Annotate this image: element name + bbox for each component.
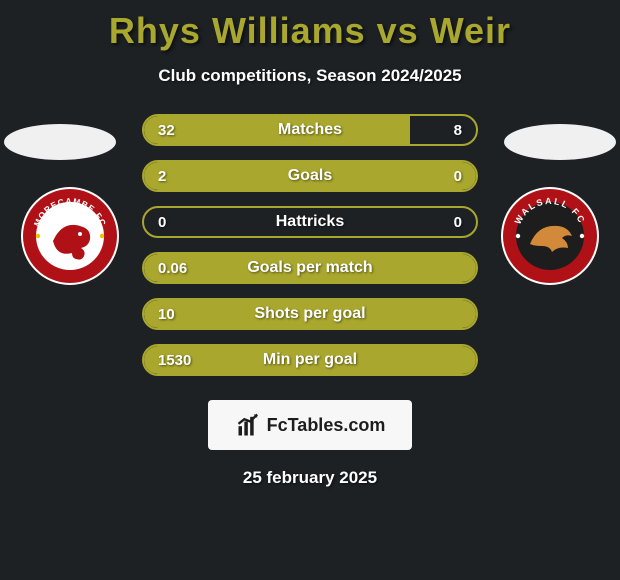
stat-label: Shots per goal [144, 305, 476, 323]
stat-label: Min per goal [144, 351, 476, 369]
stat-row: 10Shots per goal [142, 298, 478, 330]
walsall-crest-icon: WALSALL FC [500, 186, 600, 286]
comparison-content: MORECAMBE FC WALSALL FC 32Matches8 2Goals… [0, 114, 620, 376]
stats-bars: 32Matches82Goals00Hattricks00.06Goals pe… [142, 114, 478, 376]
stat-label: Goals per match [144, 259, 476, 277]
stat-row: 2Goals0 [142, 160, 478, 192]
stat-value-right: 0 [454, 214, 462, 231]
stat-label: Matches [144, 121, 476, 139]
stat-label: Hattricks [144, 213, 476, 231]
stat-value-right: 8 [454, 122, 462, 139]
club-crest-right: WALSALL FC [500, 186, 600, 286]
club-crest-left: MORECAMBE FC [20, 186, 120, 286]
comparison-title: Rhys Williams vs Weir [0, 0, 620, 52]
generated-date: 25 february 2025 [0, 468, 620, 488]
stat-value-right: 0 [454, 168, 462, 185]
player-left-pedestal [4, 124, 116, 160]
stat-row: 32Matches8 [142, 114, 478, 146]
morecambe-crest-icon: MORECAMBE FC [20, 186, 120, 286]
stat-row: 0.06Goals per match [142, 252, 478, 284]
branding-badge[interactable]: FcTables.com [208, 400, 412, 450]
stat-row: 0Hattricks0 [142, 206, 478, 238]
player-right-pedestal [504, 124, 616, 160]
stat-label: Goals [144, 167, 476, 185]
fctables-logo-icon [235, 411, 263, 439]
comparison-subtitle: Club competitions, Season 2024/2025 [0, 66, 620, 86]
stat-row: 1530Min per goal [142, 344, 478, 376]
branding-text: FcTables.com [267, 415, 386, 436]
